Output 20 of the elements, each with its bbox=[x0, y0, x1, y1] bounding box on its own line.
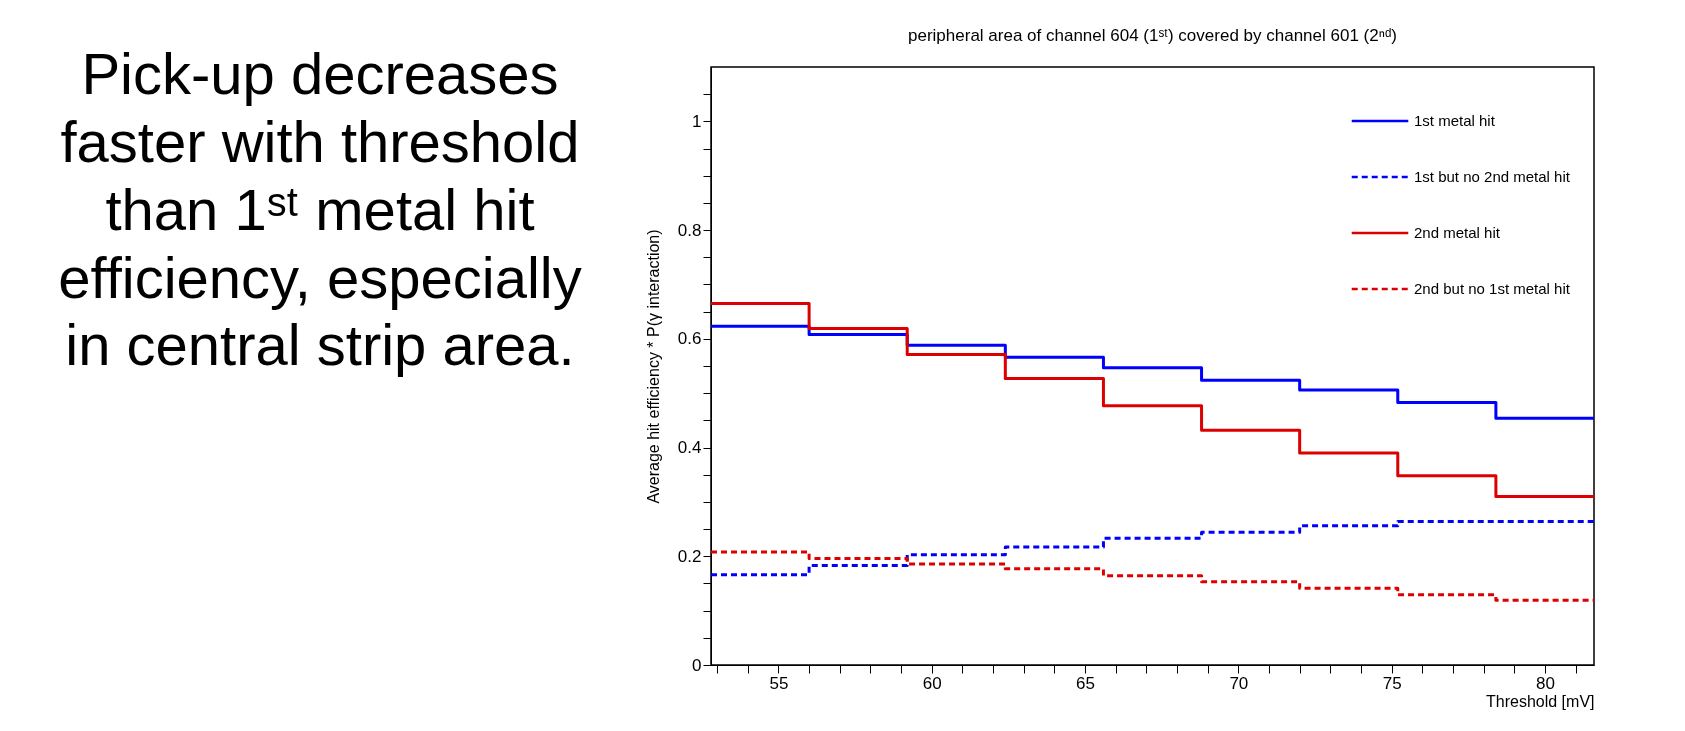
x-axis-title: Threshold [mV] bbox=[1486, 692, 1595, 710]
x-tick-label: 60 bbox=[922, 673, 942, 693]
y-tick-label: 0 bbox=[692, 655, 702, 675]
text: Pick-up decreases faster with threshold than 1ˢᵗ metal hit efficiency, especially in central strip area. bbox=[57, 40, 583, 380]
legend-label: 2nd metal hit bbox=[1414, 224, 1501, 241]
y-axis-title: Average hit efficiency * P(γ interaction) bbox=[644, 229, 662, 504]
y-tick-label: 1 bbox=[692, 111, 702, 131]
y-tick-label: 0.4 bbox=[677, 438, 702, 458]
legend-label: 2nd but no 1st metal hit bbox=[1414, 280, 1571, 297]
y-tick-label: 0.8 bbox=[677, 220, 702, 240]
y-tick-label: 0.2 bbox=[677, 546, 702, 566]
x-tick-label: 65 bbox=[1076, 673, 1096, 693]
legend-label: 1st metal hit bbox=[1414, 112, 1496, 129]
x-tick-label: 80 bbox=[1535, 673, 1555, 693]
x-tick-label: 75 bbox=[1382, 673, 1402, 693]
x-tick-label: 70 bbox=[1229, 673, 1249, 693]
y-tick-label: 0.6 bbox=[677, 329, 702, 349]
chart-title: peripheral area of channel 604 (1ˢᵗ) covered by channel 601 (2ⁿᵈ) bbox=[908, 26, 1397, 45]
legend-label: 1st but no 2nd metal hit bbox=[1414, 168, 1571, 185]
x-tick-label: 55 bbox=[769, 673, 789, 693]
